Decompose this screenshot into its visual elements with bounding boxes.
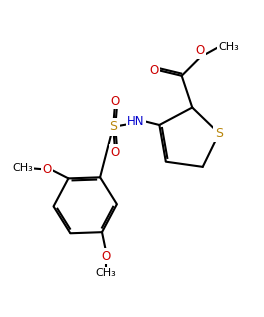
Text: CH₃: CH₃ [95,268,116,278]
Text: O: O [43,164,52,177]
Text: S: S [215,127,223,140]
Text: O: O [110,146,119,158]
Text: O: O [110,95,119,108]
Text: CH₃: CH₃ [218,42,239,52]
Text: S: S [109,120,117,133]
Text: O: O [150,64,159,77]
Text: HN: HN [127,115,145,128]
Text: CH₃: CH₃ [12,164,33,173]
Text: O: O [196,44,205,57]
Text: O: O [101,250,110,263]
